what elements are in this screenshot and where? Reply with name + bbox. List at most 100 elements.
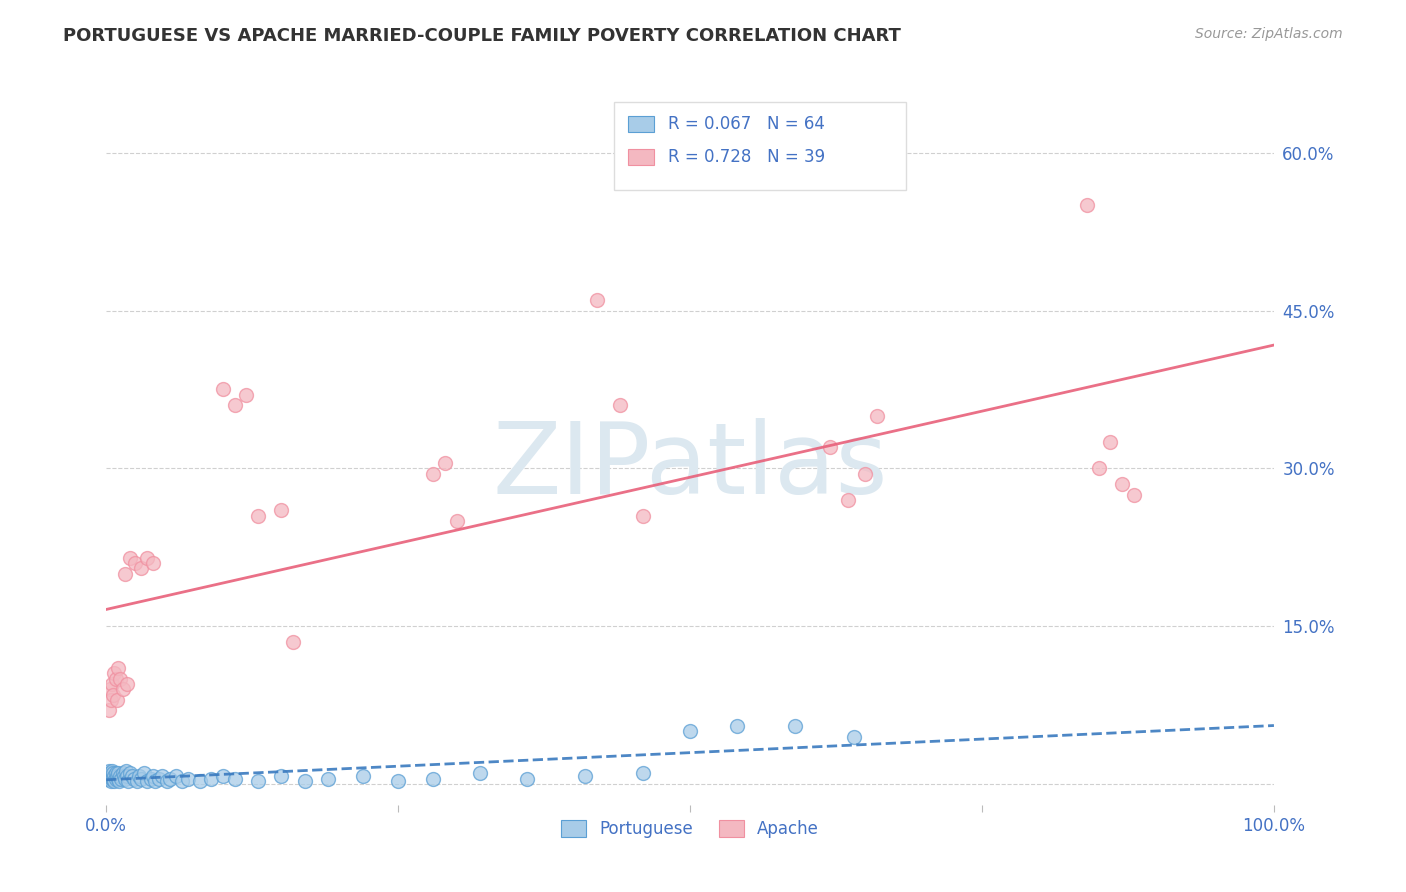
Point <box>235 387 257 401</box>
Point <box>128 768 150 782</box>
Point <box>148 772 170 786</box>
Point <box>224 772 246 786</box>
Point <box>172 773 194 788</box>
Point <box>108 773 131 788</box>
Point <box>139 772 162 786</box>
Point <box>105 768 128 782</box>
Point <box>115 764 138 779</box>
Point <box>142 768 165 782</box>
Point <box>122 772 145 786</box>
Point <box>97 703 120 717</box>
Point <box>679 724 702 739</box>
Point <box>516 772 538 786</box>
Point <box>142 556 165 570</box>
Text: R = 0.728   N = 39: R = 0.728 N = 39 <box>668 148 825 166</box>
Point <box>1122 488 1144 502</box>
Point <box>224 398 246 412</box>
Point <box>156 773 179 788</box>
Point <box>270 503 292 517</box>
Point <box>818 440 841 454</box>
Text: PORTUGUESE VS APACHE MARRIED-COUPLE FAMILY POVERTY CORRELATION CHART: PORTUGUESE VS APACHE MARRIED-COUPLE FAMI… <box>63 27 901 45</box>
Point <box>111 682 134 697</box>
Point <box>247 773 270 788</box>
Point <box>446 514 468 528</box>
Point <box>121 768 143 782</box>
Point <box>574 768 596 782</box>
Point <box>110 672 132 686</box>
Point <box>387 773 409 788</box>
Point <box>101 772 124 786</box>
Point <box>103 773 125 788</box>
Point <box>842 730 865 744</box>
Point <box>633 766 655 780</box>
Point <box>468 766 491 780</box>
Legend: Portuguese, Apache: Portuguese, Apache <box>555 813 825 845</box>
Point <box>114 772 136 786</box>
Point <box>633 508 655 523</box>
Point <box>725 719 748 733</box>
Point <box>585 293 607 307</box>
Text: R = 0.067   N = 64: R = 0.067 N = 64 <box>668 115 825 133</box>
Point <box>103 688 125 702</box>
Point <box>107 661 129 675</box>
Point <box>117 773 139 788</box>
Point <box>124 556 146 570</box>
Point <box>132 766 155 780</box>
Point <box>853 467 876 481</box>
Point <box>422 772 444 786</box>
Point <box>136 550 159 565</box>
Point <box>118 550 141 565</box>
Point <box>281 635 304 649</box>
Point <box>112 768 135 782</box>
Point <box>111 766 134 780</box>
Point <box>103 768 125 782</box>
Point <box>100 768 122 782</box>
Point <box>105 693 128 707</box>
Point <box>118 766 141 780</box>
Point <box>129 772 152 786</box>
FancyBboxPatch shape <box>628 116 654 132</box>
Point <box>270 768 292 782</box>
Text: ZIPatlas: ZIPatlas <box>492 417 887 515</box>
Point <box>97 768 120 782</box>
Point <box>785 719 807 733</box>
Point <box>1111 477 1133 491</box>
Point <box>107 772 129 786</box>
Point <box>433 456 456 470</box>
Point <box>316 772 339 786</box>
Point <box>98 682 121 697</box>
Point <box>609 398 631 412</box>
FancyBboxPatch shape <box>614 102 905 190</box>
Point <box>103 766 125 780</box>
Point <box>104 766 127 780</box>
Point <box>165 768 187 782</box>
Point <box>136 773 159 788</box>
Point <box>1099 435 1122 450</box>
Point <box>866 409 889 423</box>
Point <box>177 772 200 786</box>
Point <box>97 764 120 779</box>
Point <box>100 693 122 707</box>
Point <box>125 773 148 788</box>
Point <box>107 766 129 780</box>
Point <box>96 772 118 786</box>
Point <box>100 773 122 788</box>
Point <box>212 768 235 782</box>
Point <box>247 508 270 523</box>
Point <box>837 492 859 507</box>
Point <box>110 768 132 782</box>
Text: Source: ZipAtlas.com: Source: ZipAtlas.com <box>1195 27 1343 41</box>
Point <box>129 561 152 575</box>
Point <box>103 772 125 786</box>
Point <box>101 764 124 779</box>
Point <box>188 773 211 788</box>
Point <box>1087 461 1109 475</box>
Point <box>200 772 222 786</box>
FancyBboxPatch shape <box>628 149 654 165</box>
Point <box>104 672 127 686</box>
Point <box>117 677 139 691</box>
Point <box>103 666 125 681</box>
Point <box>159 772 181 786</box>
Point <box>143 773 166 788</box>
Point <box>98 766 121 780</box>
